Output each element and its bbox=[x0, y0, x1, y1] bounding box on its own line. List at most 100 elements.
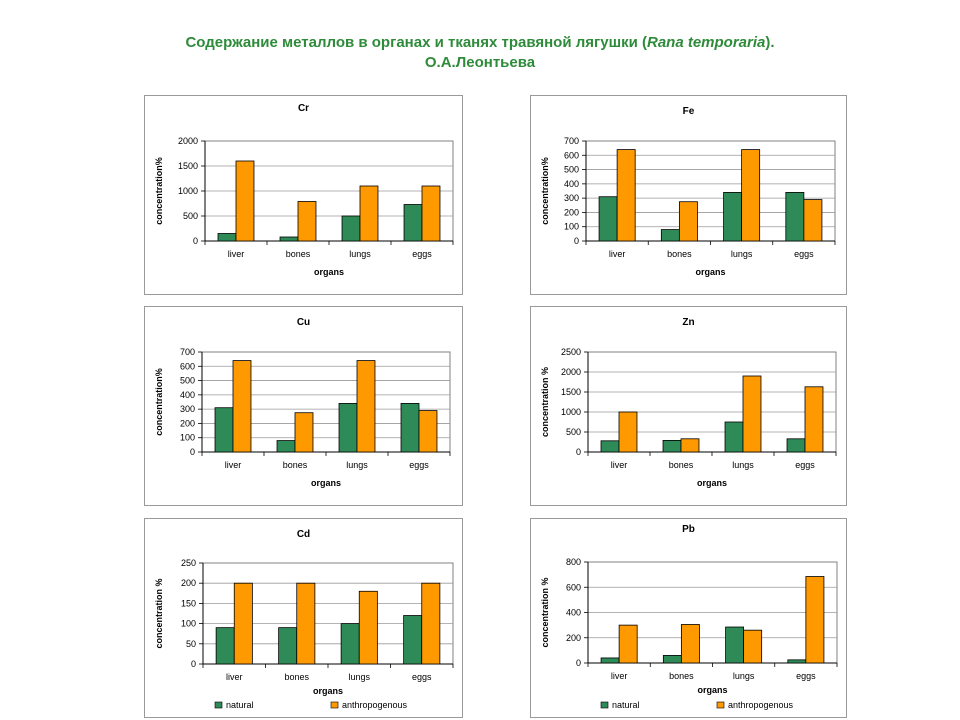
bar-anthropogenous-liver bbox=[235, 160, 255, 242]
bar-anthropogenous-bones bbox=[680, 624, 700, 664]
legend-label-anthropogenous: anthropogenous bbox=[342, 700, 408, 710]
bar-natural-eggs bbox=[787, 659, 807, 664]
x-tick-label: bones bbox=[669, 460, 694, 470]
y-tick-label: 2000 bbox=[178, 136, 198, 146]
y-tick-label: 400 bbox=[564, 179, 579, 189]
chart-zn-svg: Zn 0 500 1000 1500 2000 2500 liver bones lungs egg… bbox=[540, 317, 837, 488]
y-axis-label: concentration % bbox=[540, 577, 550, 647]
legend-label-anthropogenous: anthropogenous bbox=[728, 700, 794, 710]
title-main: Содержание металлов в органах и тканях т… bbox=[185, 34, 647, 51]
page-title: Содержание металлов в органах и тканях т… bbox=[0, 33, 960, 53]
x-tick-label: eggs bbox=[795, 460, 815, 470]
y-tick-label: 200 bbox=[180, 418, 195, 428]
x-tick-label: lungs bbox=[733, 671, 755, 681]
y-axis-label: concentration% bbox=[154, 157, 164, 225]
bar-natural-liver bbox=[600, 440, 620, 453]
chart-panel-cu: Cu 0 100 200 300 400 500 600 700 liver bones lungs e… bbox=[144, 306, 463, 506]
y-tick-label: 500 bbox=[180, 376, 195, 386]
y-tick-label: 600 bbox=[180, 361, 195, 371]
x-tick-label: liver bbox=[228, 249, 245, 259]
bar-anthropogenous-bones bbox=[297, 201, 317, 242]
bar-anthropogenous-bones bbox=[680, 438, 700, 453]
bar-natural-liver bbox=[214, 407, 234, 453]
bar-anthropogenous-liver bbox=[618, 411, 638, 453]
chart-title: Pb bbox=[682, 524, 695, 535]
x-axis-label: organs bbox=[314, 267, 344, 277]
y-tick-label: 300 bbox=[564, 193, 579, 203]
legend-swatch-anthropogenous bbox=[330, 701, 339, 709]
y-tick-label: 700 bbox=[180, 347, 195, 357]
bar-anthropogenous-lungs bbox=[359, 185, 379, 242]
y-tick-label: 700 bbox=[564, 136, 579, 146]
y-axis-label: concentration% bbox=[154, 368, 164, 436]
x-tick-label: bones bbox=[667, 249, 692, 259]
y-tick-label: 200 bbox=[564, 207, 579, 217]
bar-natural-lungs bbox=[724, 421, 744, 453]
x-axis-label: organs bbox=[313, 686, 343, 696]
y-tick-label: 600 bbox=[566, 582, 581, 592]
y-axis-label: concentration % bbox=[154, 578, 164, 648]
bar-anthropogenous-liver bbox=[618, 624, 638, 664]
x-axis-label: organs bbox=[697, 685, 727, 695]
y-tick-label: 1500 bbox=[561, 387, 581, 397]
y-tick-label: 300 bbox=[180, 404, 195, 414]
bar-anthropogenous-lungs bbox=[741, 149, 761, 242]
bar-anthropogenous-lungs bbox=[356, 360, 376, 453]
title-species: Rana temporaria bbox=[647, 34, 766, 51]
x-axis-label: organs bbox=[695, 267, 725, 277]
y-tick-label: 2000 bbox=[561, 367, 581, 377]
bar-natural-lungs bbox=[725, 626, 745, 664]
chart-panel-zn: Zn 0 500 1000 1500 2000 2500 liver bones lungs egg… bbox=[530, 306, 847, 506]
bar-anthropogenous-eggs bbox=[805, 576, 825, 664]
bar-natural-lungs bbox=[338, 403, 358, 453]
y-tick-label: 0 bbox=[576, 447, 581, 457]
chart-title: Zn bbox=[682, 317, 694, 328]
chart-cd-svg: Cd 0 50 100 150 200 250 liver bones lungs eggs orga… bbox=[154, 529, 454, 710]
chart-panel-cd: Cd 0 50 100 150 200 250 liver bones lungs eggs orga… bbox=[144, 518, 463, 718]
bar-anthropogenous-lungs bbox=[742, 375, 762, 453]
bar-natural-liver bbox=[217, 233, 237, 242]
x-tick-label: liver bbox=[225, 460, 242, 470]
x-tick-label: liver bbox=[611, 460, 628, 470]
chart-cr-svg: Cr 0 500 1000 1500 2000 liver bones lungs eggs org… bbox=[154, 103, 454, 277]
legend-swatch-natural bbox=[214, 701, 223, 709]
y-tick-label: 150 bbox=[181, 598, 196, 608]
x-tick-label: eggs bbox=[412, 249, 432, 259]
bar-natural-bones bbox=[662, 439, 682, 453]
bar-natural-bones bbox=[278, 627, 298, 665]
x-tick-label: eggs bbox=[409, 460, 429, 470]
x-tick-label: bones bbox=[283, 460, 308, 470]
bar-natural-bones bbox=[279, 236, 299, 242]
chart-title: Cu bbox=[297, 317, 310, 328]
bar-anthropogenous-eggs bbox=[804, 386, 824, 453]
y-tick-label: 1000 bbox=[561, 407, 581, 417]
chart-panel-pb: Pb 0 200 400 600 800 liver bones lungs eggs organs… bbox=[530, 518, 847, 718]
legend-label-natural: natural bbox=[226, 700, 254, 710]
y-tick-label: 600 bbox=[564, 150, 579, 160]
chart-title: Fe bbox=[683, 106, 695, 117]
x-tick-label: liver bbox=[226, 672, 243, 682]
chart-panel-cr: Cr 0 500 1000 1500 2000 liver bones lungs eggs org… bbox=[144, 95, 463, 295]
bar-anthropogenous-liver bbox=[232, 360, 252, 453]
y-tick-label: 500 bbox=[566, 427, 581, 437]
x-tick-label: lungs bbox=[349, 249, 371, 259]
bar-natural-liver bbox=[600, 657, 620, 664]
y-tick-label: 0 bbox=[190, 447, 195, 457]
x-tick-label: liver bbox=[609, 249, 626, 259]
y-tick-label: 400 bbox=[180, 390, 195, 400]
x-tick-label: eggs bbox=[794, 249, 814, 259]
y-tick-label: 1500 bbox=[178, 161, 198, 171]
y-tick-label: 800 bbox=[566, 557, 581, 567]
y-tick-label: 2500 bbox=[561, 347, 581, 357]
legend-label-natural: natural bbox=[612, 700, 640, 710]
chart-panel-fe: Fe 0 100 200 300 400 500 600 700 liver bones lungs e… bbox=[530, 95, 847, 295]
y-tick-label: 100 bbox=[181, 619, 196, 629]
bar-natural-eggs bbox=[403, 615, 423, 665]
x-tick-label: lungs bbox=[348, 672, 370, 682]
bar-natural-eggs bbox=[403, 204, 423, 242]
chart-title: Cd bbox=[297, 529, 310, 540]
legend-swatch-natural bbox=[600, 701, 609, 709]
y-tick-label: 500 bbox=[564, 165, 579, 175]
bar-natural-eggs bbox=[786, 438, 806, 453]
chart-fe-svg: Fe 0 100 200 300 400 500 600 700 liver bones lungs e… bbox=[540, 106, 836, 277]
